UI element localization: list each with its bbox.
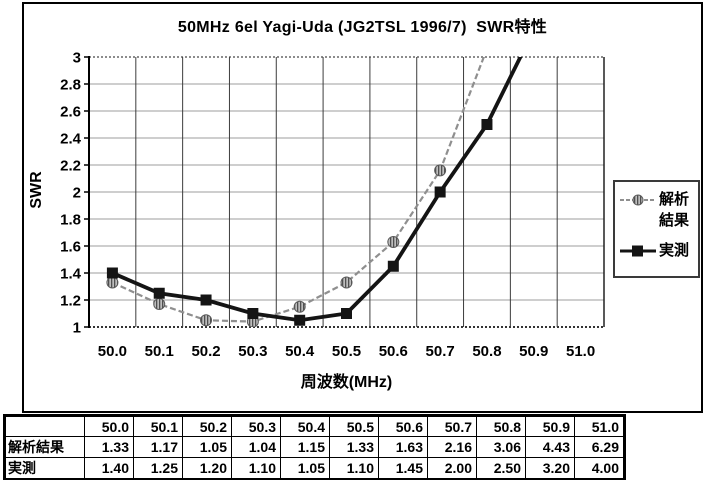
- table-row-label: 実測: [4, 457, 85, 480]
- table-cell: 4.43: [525, 436, 575, 458]
- table-header-row: 50.0 50.1 50.2 50.3 50.4 50.5 50.6 50.7 50.8 50.9…: [4, 415, 625, 437]
- table-row: 解析結果 1.33 1.17 1.05 1.04 1.15 1.33 1.63 2.16 3.06…: [4, 436, 625, 458]
- table-cell: 3.06: [476, 436, 526, 458]
- data-table: 50.0 50.1 50.2 50.3 50.4 50.5 50.6 50.7 50.8 50.9…: [3, 414, 626, 480]
- table-col-header: 50.1: [133, 415, 183, 437]
- table-cell: 1.05: [182, 436, 232, 458]
- table-cell: 2.00: [427, 457, 477, 480]
- x-axis-title: 周波数(MHz): [300, 374, 393, 391]
- table-cell: 1.25: [133, 457, 183, 480]
- table-col-header: 50.2: [182, 415, 232, 437]
- legend-label-measured: 実測: [659, 242, 690, 259]
- table-row: 実測 1.40 1.25 1.20 1.10 1.05 1.10 1.45 2.00 2.50 3.…: [4, 457, 625, 480]
- table-col-header: 50.7: [427, 415, 477, 437]
- table-cell: 2.50: [476, 457, 526, 480]
- chart-title: 50MHz 6el Yagi-Uda (JG2TSL 1996/7) SWR特性: [177, 19, 548, 36]
- table-cell: 3.20: [525, 457, 575, 480]
- measured-series-sample-icon: [620, 245, 656, 257]
- table-cell: 1.45: [378, 457, 428, 480]
- table-cell: 1.10: [329, 457, 379, 480]
- table-cell: 1.05: [280, 457, 330, 480]
- table-col-header: 50.5: [329, 415, 379, 437]
- legend-item-analysis: 解析結果: [619, 189, 695, 231]
- table-col-header: 50.4: [280, 415, 330, 437]
- table-cell: 1.33: [329, 436, 379, 458]
- table-cell: 1.63: [378, 436, 428, 458]
- table-cell: 6.29: [574, 436, 625, 458]
- table-cell: 1.20: [182, 457, 232, 480]
- table-col-header: 51.0: [574, 415, 625, 437]
- table-cell: 1.33: [84, 436, 134, 458]
- table-col-header: 50.3: [231, 415, 281, 437]
- table-col-header: 50.0: [84, 415, 134, 437]
- table-col-header: 50.9: [525, 415, 575, 437]
- table-cell: 1.04: [231, 436, 281, 458]
- table-cell: 4.00: [574, 457, 625, 480]
- table-cell: 2.16: [427, 436, 477, 458]
- table-row-label: 解析結果: [4, 436, 85, 458]
- table-col-header: 50.6: [378, 415, 428, 437]
- table-cell: 1.15: [280, 436, 330, 458]
- legend-label-analysis: 解析結果: [659, 191, 690, 229]
- table-col-header: 50.8: [476, 415, 526, 437]
- legend-item-measured: 実測: [619, 240, 695, 261]
- table-cell: 1.17: [133, 436, 183, 458]
- y-axis-title: SWR: [28, 171, 45, 209]
- table-corner-cell: [4, 415, 85, 437]
- chart-legend: 解析結果 実測: [613, 180, 700, 278]
- table-cell: 1.40: [84, 457, 134, 480]
- analysis-series-sample-icon: [620, 194, 656, 206]
- chart-border: [22, 2, 703, 413]
- table-cell: 1.10: [231, 457, 281, 480]
